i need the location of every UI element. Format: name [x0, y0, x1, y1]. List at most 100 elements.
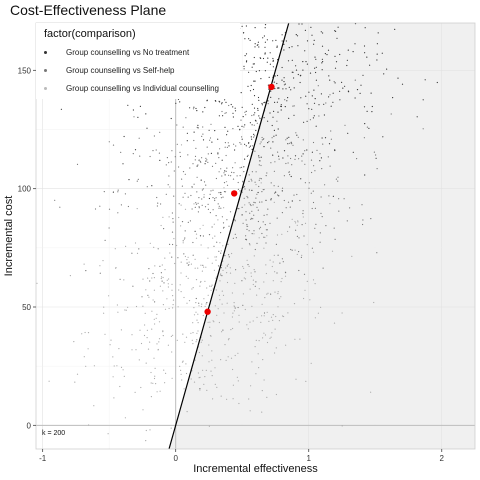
scatter-point — [241, 138, 243, 140]
scatter-point — [283, 84, 285, 86]
scatter-point — [175, 102, 177, 104]
scatter-point — [172, 299, 175, 301]
scatter-point — [103, 312, 105, 314]
scatter-point — [151, 328, 153, 330]
scatter-point — [231, 171, 233, 173]
scatter-point — [258, 228, 261, 230]
scatter-point — [305, 95, 307, 97]
scatter-point — [199, 281, 202, 283]
scatter-point — [250, 204, 252, 207]
scatter-point — [264, 52, 266, 54]
scatter-point — [332, 92, 334, 94]
y-tick-label: 100 — [18, 185, 32, 194]
scatter-point — [333, 227, 335, 229]
scatter-point — [321, 216, 323, 218]
scatter-point — [293, 194, 295, 196]
y-tick-label: 150 — [18, 66, 32, 75]
scatter-point — [190, 263, 192, 265]
scatter-point — [283, 77, 285, 79]
scatter-point — [133, 116, 135, 118]
scatter-point — [270, 336, 272, 338]
scatter-point — [296, 35, 299, 37]
scatter-point — [194, 230, 196, 232]
scatter-point — [195, 147, 197, 149]
scatter-point — [248, 142, 250, 144]
scatter-point — [361, 204, 363, 206]
scatter-point — [268, 140, 270, 143]
scatter-point — [234, 162, 236, 164]
scatter-point — [254, 248, 256, 251]
scatter-point — [221, 110, 223, 113]
scatter-point — [261, 315, 263, 317]
scatter-point — [186, 302, 188, 304]
scatter-point — [295, 132, 297, 134]
scatter-point — [215, 259, 217, 261]
scatter-point — [282, 157, 284, 159]
scatter-point — [206, 302, 208, 304]
scatter-point — [200, 305, 202, 308]
scatter-point — [352, 51, 354, 53]
scatter-point — [217, 203, 219, 205]
scatter-point — [85, 270, 87, 272]
scatter-point — [298, 251, 300, 253]
scatter-point — [264, 27, 266, 29]
scatter-point — [169, 243, 171, 245]
scatter-point — [303, 273, 306, 275]
scatter-point — [186, 411, 188, 413]
scatter-point — [145, 362, 147, 364]
scatter-point — [321, 45, 324, 47]
scatter-point — [186, 262, 188, 264]
scatter-point — [241, 280, 243, 282]
scatter-point — [108, 227, 110, 229]
scatter-point — [265, 199, 267, 201]
scatter-point — [277, 151, 279, 153]
scatter-point — [250, 178, 252, 180]
scatter-point — [332, 195, 334, 197]
scatter-point — [74, 381, 76, 383]
scatter-point — [136, 208, 138, 210]
scatter-point — [134, 149, 137, 151]
scatter-point — [215, 215, 217, 217]
scatter-point — [362, 219, 364, 221]
scatter-point — [201, 355, 203, 357]
scatter-point — [150, 371, 152, 374]
scatter-point — [371, 111, 373, 113]
scatter-point — [262, 337, 264, 339]
scatter-point — [218, 192, 220, 194]
scatter-point — [270, 198, 272, 200]
scatter-point — [203, 298, 205, 300]
scatter-point — [117, 189, 119, 191]
scatter-point — [142, 305, 144, 307]
scatter-point — [328, 75, 330, 77]
scatter-point — [243, 166, 245, 168]
scatter-point — [314, 67, 316, 69]
scatter-point — [313, 165, 315, 167]
scatter-point — [287, 230, 289, 233]
scatter-point — [229, 211, 232, 213]
mean-point — [231, 190, 238, 197]
scatter-point — [36, 282, 38, 284]
scatter-point — [311, 207, 313, 210]
scatter-point — [99, 205, 101, 207]
scatter-point — [193, 314, 196, 316]
scatter-point — [156, 196, 158, 199]
scatter-point — [362, 223, 364, 226]
scatter-point — [311, 151, 313, 153]
scatter-point — [324, 184, 326, 186]
scatter-point — [225, 101, 227, 103]
scatter-point — [257, 191, 259, 194]
scatter-point — [253, 107, 256, 109]
scatter-point — [347, 49, 349, 51]
scatter-point — [215, 177, 217, 180]
scatter-point — [137, 178, 139, 180]
scatter-point — [225, 267, 227, 269]
scatter-point — [293, 87, 295, 89]
scatter-point — [124, 309, 126, 311]
scatter-point — [112, 191, 114, 193]
scatter-point — [272, 60, 274, 63]
scatter-point — [183, 296, 185, 299]
scatter-point — [273, 129, 275, 131]
scatter-point — [270, 90, 272, 92]
scatter-point — [286, 137, 288, 139]
scatter-point — [187, 256, 189, 258]
